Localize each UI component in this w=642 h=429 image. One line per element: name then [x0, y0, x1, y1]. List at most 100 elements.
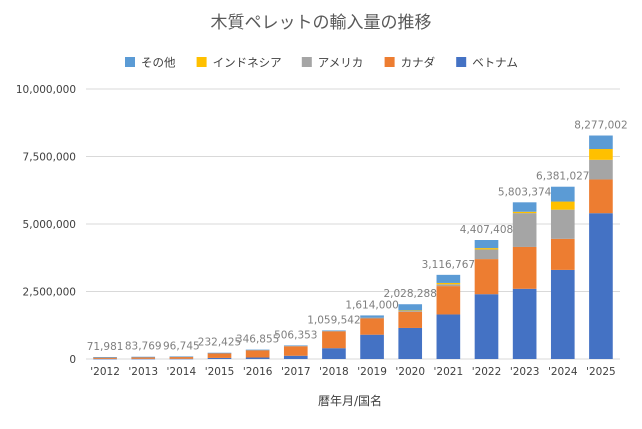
- bar-segment: [550, 269, 575, 359]
- bar-segment: [283, 355, 308, 359]
- bar-segment: [93, 357, 117, 358]
- bar-segment: [360, 334, 384, 359]
- bar-segment: [550, 238, 575, 270]
- legend-swatch: [384, 57, 395, 67]
- bar-segment: [131, 358, 156, 360]
- bar-segment: [360, 317, 384, 319]
- bar-segment: [512, 246, 537, 289]
- bar-segment: [512, 202, 537, 212]
- y-tick-label: 2,500,000: [23, 287, 76, 299]
- total-label: 1,614,000: [345, 299, 398, 311]
- total-label: 6,381,027: [536, 171, 589, 183]
- chart-title: 木質ペレットの輸入量の推移: [211, 13, 432, 33]
- legend-swatch: [125, 57, 135, 67]
- bar-segment: [207, 352, 232, 354]
- x-tick-label: '2012: [90, 366, 120, 378]
- bar-segment: [474, 239, 499, 249]
- bar-segment: [360, 318, 384, 335]
- bar-segment: [589, 159, 613, 180]
- bar-segment: [283, 345, 308, 346]
- x-tick-label: '2025: [586, 366, 616, 378]
- bar-segment: [474, 259, 499, 295]
- bar-segment: [207, 353, 232, 358]
- bar-segment: [322, 331, 346, 349]
- bar-segment: [589, 135, 613, 150]
- bar-segment: [131, 357, 156, 359]
- total-label: 71,981: [87, 341, 124, 353]
- x-tick-label: '2018: [319, 366, 349, 378]
- bar-segment: [93, 358, 117, 360]
- bar-segment: [283, 346, 308, 356]
- bar-segment: [169, 358, 194, 360]
- x-tick-label: '2020: [395, 366, 425, 378]
- bar-segment: [398, 311, 423, 328]
- bar-segment: [589, 213, 613, 359]
- y-tick-label: 7,500,000: [23, 152, 76, 164]
- total-label: 8,277,002: [574, 120, 627, 132]
- total-label: 506,353: [274, 329, 317, 341]
- bar-segment: [436, 286, 461, 315]
- total-label: 3,116,767: [422, 259, 475, 271]
- legend-label: アメリカ: [318, 56, 363, 70]
- bar-segment: [436, 284, 461, 287]
- bar-segment: [474, 249, 499, 260]
- total-label: 2,028,288: [383, 288, 436, 300]
- bar-segment: [589, 149, 613, 160]
- bar-segment: [322, 330, 346, 331]
- total-label: 4,407,408: [460, 224, 513, 236]
- bar-segment: [398, 310, 423, 311]
- legend-swatch: [301, 57, 312, 67]
- legend-label: ベトナム: [472, 56, 518, 70]
- y-tick-label: 10,000,000: [16, 84, 76, 96]
- x-tick-label: '2021: [434, 366, 464, 378]
- bar-segment: [512, 288, 537, 359]
- bar-segment: [436, 314, 461, 359]
- y-tick-label: 5,000,000: [23, 219, 76, 231]
- bar-segment: [245, 349, 270, 351]
- legend-swatch: [196, 57, 207, 67]
- bar-segment: [550, 209, 575, 239]
- x-tick-label: '2013: [128, 366, 158, 378]
- x-tick-label: '2022: [472, 366, 502, 378]
- bar-segment: [207, 357, 232, 359]
- bar-segment: [169, 356, 194, 358]
- legend-label: その他: [141, 56, 176, 70]
- x-tick-label: '2017: [281, 366, 311, 378]
- bar-segment: [131, 356, 156, 358]
- total-label: 1,059,542: [307, 314, 360, 326]
- bars: [93, 135, 613, 360]
- total-label: 96,745: [163, 340, 200, 352]
- total-label: 346,855: [236, 334, 279, 346]
- total-label: 232,425: [198, 337, 241, 349]
- bar-segment: [169, 356, 194, 357]
- x-tick-label: '2015: [205, 366, 235, 378]
- x-tick-label: '2024: [548, 366, 578, 378]
- legend: その他 インドネシア アメリカ カナダ ベトナム: [125, 56, 518, 70]
- x-axis: '2012 '2013 '2014 '2015 '2016 '2017 '2018 '2019…: [90, 366, 615, 378]
- legend-swatch: [456, 57, 467, 67]
- bar-segment: [93, 357, 117, 358]
- bar-segment: [398, 327, 423, 359]
- x-tick-label: '2016: [243, 366, 273, 378]
- bar-segment: [512, 211, 537, 214]
- bar-segment: [283, 345, 308, 347]
- x-tick-label: '2023: [510, 366, 540, 378]
- bar-segment: [550, 201, 575, 210]
- y-tick-label: 0: [69, 354, 76, 366]
- bar-segment: [550, 186, 575, 202]
- bar-segment: [207, 352, 232, 354]
- bar-segment: [322, 348, 346, 359]
- bar-segment: [474, 248, 499, 250]
- bar-segment: [245, 349, 270, 351]
- bar-segment: [436, 274, 461, 283]
- total-label: 5,803,374: [498, 186, 552, 198]
- bar-segment: [398, 310, 423, 312]
- bar-segment: [93, 357, 117, 359]
- total-label: 83,769: [125, 341, 162, 353]
- x-axis-label: 暦年月/国名: [318, 393, 382, 408]
- bar-segment: [589, 179, 613, 214]
- bar-segment: [512, 213, 537, 247]
